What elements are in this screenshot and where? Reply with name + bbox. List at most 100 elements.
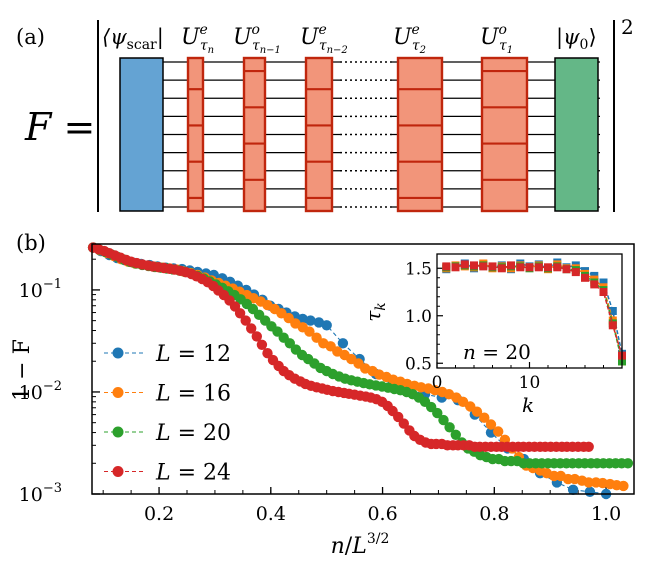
data-point xyxy=(432,407,443,419)
panel-a-circuit: (a) F = 2 ⟨ψscar| Ue τn Uo τn−1 Ue τn−2 Ue τ2 Uo τ… xyxy=(16,15,634,213)
label-u-tau-2-even: Ue τ2 xyxy=(393,22,426,56)
inset-data-point xyxy=(562,265,571,274)
layer-tau-2 xyxy=(396,56,444,213)
label-u-tau-n-2-even: Ue τn−2 xyxy=(300,22,348,56)
inset-y-tick-label: 1.5 xyxy=(405,259,432,279)
fidelity-lhs: F = xyxy=(24,105,95,149)
inset-series-line xyxy=(446,262,623,362)
layer-tau-n-2-outline xyxy=(304,56,334,213)
y-tick-label: 10−3 xyxy=(19,481,62,506)
layer-tau-n-1-outline xyxy=(242,56,267,213)
circuit-gates xyxy=(119,56,599,213)
data-point xyxy=(256,339,268,350)
label-ket-psi0: |ψ0⟩ xyxy=(556,25,597,53)
layer-tau-n-1 xyxy=(242,56,267,213)
layer-tau-n-2 xyxy=(304,56,334,213)
inset-frame xyxy=(436,253,623,369)
x-tick-label: 0.8 xyxy=(479,503,509,525)
inset-annotation: n = 20 xyxy=(463,340,531,364)
y-tick-label: 10−1 xyxy=(19,277,62,302)
data-point xyxy=(321,320,332,331)
label-u-tau-n-1-odd: Uo τn−1 xyxy=(233,22,281,56)
layer-tau-2-outline xyxy=(396,56,444,213)
data-point xyxy=(583,477,594,488)
data-point xyxy=(438,414,449,426)
data-point xyxy=(471,406,483,417)
data-point xyxy=(313,317,325,328)
series-L24 xyxy=(87,242,594,452)
legend-marker xyxy=(112,426,124,438)
x-axis-label: n/L3/2 xyxy=(331,531,390,559)
legend: L = 12 L = 16 L = 20 L = 24 xyxy=(104,342,231,486)
layer-tau-1-fill xyxy=(482,58,527,211)
inset-data-point xyxy=(544,263,552,272)
legend-marker xyxy=(112,466,124,477)
data-point xyxy=(246,323,257,334)
inset-data-point xyxy=(525,263,534,272)
inset-data-point xyxy=(534,263,543,272)
x-tick-label: 0.4 xyxy=(256,503,286,525)
data-point xyxy=(567,484,579,495)
inset-x-tick-label: 10 xyxy=(519,373,541,393)
inset-data-point xyxy=(507,261,515,270)
data-point xyxy=(584,486,596,497)
label-u-tau-1-odd: Uo τ1 xyxy=(480,22,513,56)
main-chart-frame xyxy=(91,243,635,495)
y-axis-label: 1 − F xyxy=(10,339,35,401)
data-point xyxy=(485,419,497,430)
inset-y-axis-label: τk xyxy=(361,302,389,322)
inset-x-tick-label: 0 xyxy=(432,373,443,393)
inset-data-point xyxy=(497,264,506,273)
x-tick-label: 0.2 xyxy=(144,503,174,525)
data-point xyxy=(234,308,246,319)
inset-data-point xyxy=(590,280,599,289)
layer-tau-n-outline xyxy=(186,56,205,213)
x-tick-label: 1.0 xyxy=(591,503,621,525)
data-point xyxy=(479,412,490,423)
inset-chart: 0 10 0.5 1.0 1.5 k τk n = 20 xyxy=(361,253,626,417)
layer-tau-n-1-fill xyxy=(244,58,265,211)
layer-tau-n xyxy=(186,56,205,213)
inset-labels: 0 10 0.5 1.0 1.5 k τk n = 20 xyxy=(361,259,540,417)
initial-state-box xyxy=(554,57,599,212)
data-point xyxy=(305,315,316,326)
inset-data-point xyxy=(488,262,497,271)
legend-marker xyxy=(112,387,124,398)
data-point xyxy=(444,422,455,433)
inset-data-point xyxy=(571,268,580,277)
gate-labels: ⟨ψscar| Ue τn Uo τn−1 Ue τn−2 Ue τ2 Uo τ1 |ψ0⟩ xyxy=(102,22,597,56)
inset-x-axis-label: k xyxy=(522,393,534,417)
panel-b-chart: (b) 0.2 0.4 0.6 0.8 1.0 10−3 10−2 10−1 n/L3/2 1 −… xyxy=(10,231,635,559)
inset-data-point xyxy=(553,263,562,272)
legend-entry: L = 24 xyxy=(155,461,231,486)
data-point xyxy=(337,338,349,349)
panel-a-label: (a) xyxy=(16,25,45,49)
data-point xyxy=(251,331,262,342)
ellipsis-dots xyxy=(340,61,392,208)
data-point xyxy=(304,326,315,337)
data-point xyxy=(622,458,634,469)
inset-y-tick-label: 0.5 xyxy=(405,354,432,374)
inset-data-point xyxy=(479,262,488,271)
legend-entry: L = 16 xyxy=(155,382,231,407)
x-tick-label: 0.6 xyxy=(367,503,397,525)
inset-y-tick-label: 1.0 xyxy=(405,307,432,327)
y-tick-label: 10−2 xyxy=(19,379,62,404)
layer-tau-n-2-fill xyxy=(306,58,332,211)
inset-data-point xyxy=(581,273,589,282)
inset-series xyxy=(442,258,626,366)
layer-tau-1 xyxy=(480,56,529,213)
layer-tau-2-fill xyxy=(398,58,442,211)
data-point xyxy=(583,441,594,452)
data-point xyxy=(450,429,461,440)
layer-tau-1-outline xyxy=(480,56,529,213)
data-point xyxy=(240,315,251,326)
scar-state-box xyxy=(119,57,164,212)
inset-data-point xyxy=(451,263,460,272)
data-point xyxy=(618,480,629,492)
inset-data-point xyxy=(599,288,608,296)
legend-marker xyxy=(112,347,124,359)
inset-series-L24 xyxy=(442,260,626,360)
inset-data-point xyxy=(442,262,451,271)
